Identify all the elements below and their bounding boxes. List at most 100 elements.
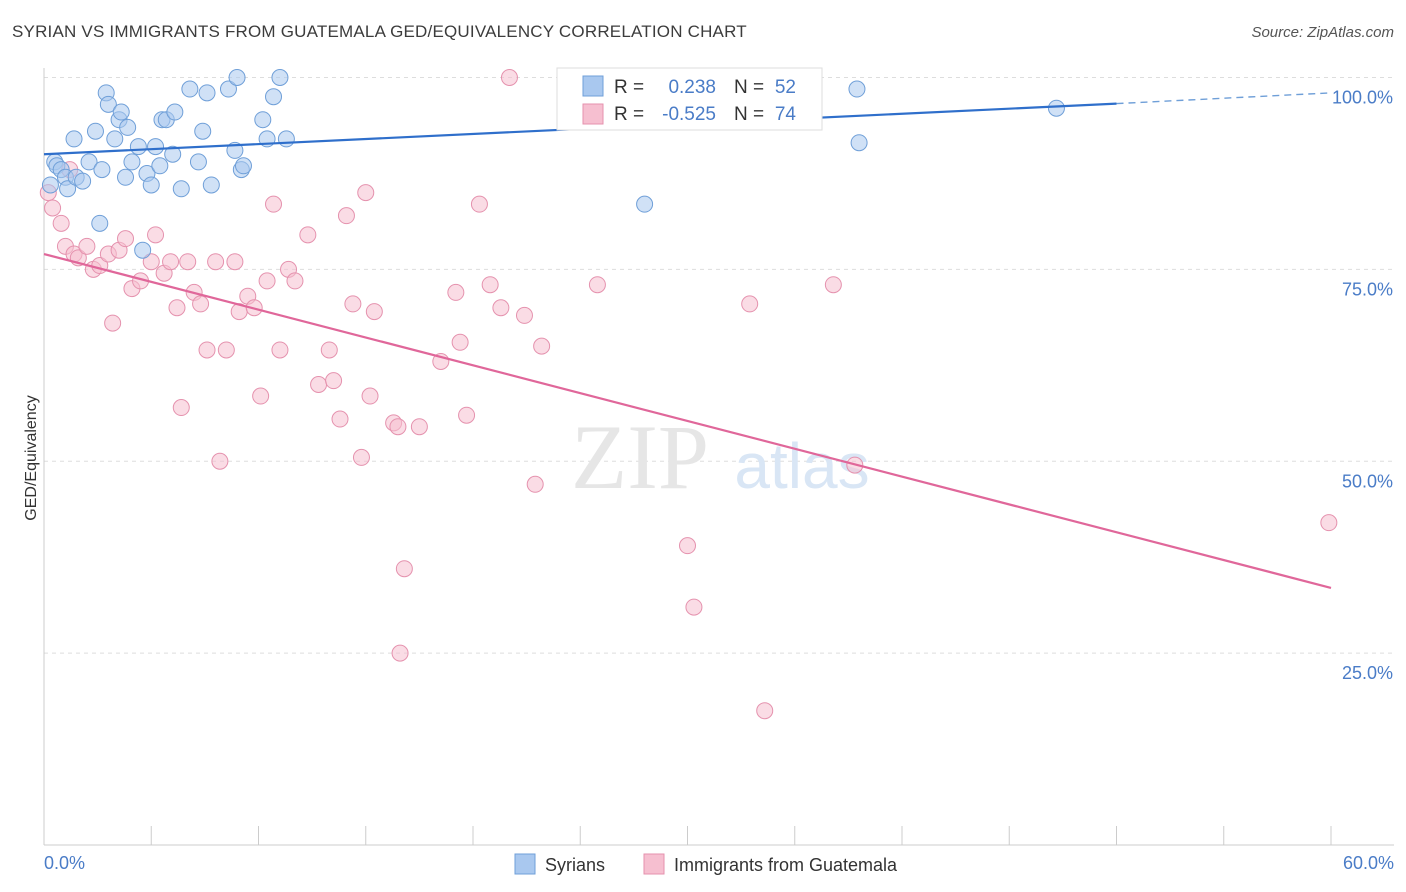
- syrian-point: [234, 157, 252, 175]
- guatemala-point: [52, 214, 70, 232]
- chart-source: Source: ZipAtlas.com: [1251, 24, 1394, 41]
- guatemala-point: [271, 341, 289, 359]
- syrian-point: [219, 80, 237, 98]
- syrian-point: [181, 80, 199, 98]
- guatemala-point: [217, 341, 235, 359]
- x-axis-ticks: [43, 826, 1332, 845]
- guatemala-point: [44, 199, 62, 217]
- stats-n-value-guatemala: 74: [775, 104, 797, 125]
- syrian-trend-extension: [1116, 92, 1332, 105]
- guatemala-point: [172, 399, 190, 417]
- syrian-point: [202, 176, 220, 194]
- guatemala-point: [207, 253, 225, 271]
- syrian-point: [194, 122, 212, 140]
- stats-n-value-syrians: 52: [775, 77, 796, 98]
- syrian-point: [271, 69, 289, 86]
- guatemala-point: [331, 410, 349, 428]
- y-tick-label-2: 50.0%: [1342, 471, 1393, 491]
- guatemala-point: [365, 303, 383, 321]
- y-tick-label-1: 75.0%: [1342, 279, 1393, 299]
- guatemala-point: [258, 272, 276, 290]
- guatemala-point: [391, 644, 409, 662]
- syrian-point: [142, 176, 160, 194]
- syrian-point: [86, 122, 104, 140]
- guatemala-point: [337, 207, 355, 225]
- guatemala-point: [286, 272, 304, 290]
- chart-title: SYRIAN VS IMMIGRANTS FROM GUATEMALA GED/…: [12, 22, 747, 41]
- guatemala-point: [78, 237, 96, 255]
- syrian-point: [119, 118, 137, 136]
- syrian-point: [277, 130, 295, 148]
- guatemala-point: [325, 372, 343, 390]
- y-tick-label-3: 25.0%: [1342, 663, 1393, 683]
- syrian-point: [112, 103, 130, 121]
- guatemala-point: [395, 560, 413, 578]
- guatemala-trend-line: [43, 252, 1332, 589]
- syrian-point: [147, 138, 165, 156]
- legend-label-guatemala: Immigrants from Guatemala: [674, 855, 898, 875]
- syrian-point: [123, 153, 141, 171]
- syrian-point: [265, 88, 283, 106]
- guatemala-point: [265, 195, 283, 213]
- guatemala-point: [410, 418, 428, 436]
- syrian-point: [636, 195, 654, 213]
- syrian-point: [850, 134, 868, 152]
- guatemala-point: [179, 253, 197, 271]
- syrian-point: [1047, 99, 1065, 117]
- syrian-point: [172, 180, 190, 198]
- syrian-point: [74, 172, 92, 190]
- legend-swatch-syrians: [514, 853, 536, 875]
- syrian-point: [166, 103, 184, 121]
- guatemala-point: [481, 276, 499, 294]
- guatemala-point: [252, 387, 270, 405]
- y-axis-title: GED/Equivalency: [23, 395, 40, 520]
- guatemala-point: [492, 299, 510, 317]
- syrian-point: [134, 241, 152, 259]
- stats-swatch-syrians: [582, 75, 604, 97]
- legend-label-syrians: Syrians: [545, 855, 605, 875]
- guatemala-point: [447, 283, 465, 301]
- guatemala-point: [352, 448, 370, 466]
- y-tick-label-0: 100.0%: [1332, 88, 1393, 108]
- x-tick-label-max: 60.0%: [1343, 853, 1394, 873]
- guatemala-point: [1320, 514, 1338, 532]
- syrian-point: [164, 145, 182, 163]
- syrian-point: [93, 161, 111, 179]
- syrian-points: [41, 69, 1065, 259]
- guatemala-point: [451, 333, 469, 351]
- syrian-point: [129, 138, 147, 156]
- guatemala-point: [741, 295, 759, 313]
- guatemala-point: [147, 226, 165, 244]
- guatemala-point: [211, 452, 229, 470]
- stats-n-label-guatemala: N =: [734, 104, 764, 125]
- guatemala-point: [117, 230, 135, 248]
- syrian-point: [91, 214, 109, 232]
- guatemala-point: [515, 306, 533, 324]
- syrian-point: [189, 153, 207, 171]
- guatemala-point: [470, 195, 488, 213]
- guatemala-point: [679, 537, 696, 555]
- stats-r-value-syrians: 0.238: [668, 77, 716, 98]
- guatemala-point: [299, 226, 317, 244]
- guatemala-point: [588, 276, 606, 294]
- syrian-point: [59, 180, 77, 198]
- x-tick-label-min: 0.0%: [44, 853, 85, 873]
- guatemala-point: [344, 295, 362, 313]
- guatemala-point: [357, 184, 375, 202]
- stats-r-label-guatemala: R =: [614, 104, 644, 125]
- guatemala-point: [168, 299, 186, 317]
- guatemala-point: [458, 406, 476, 424]
- syrian-point: [848, 80, 866, 98]
- syrian-point: [254, 111, 272, 129]
- guatemala-point: [198, 341, 216, 359]
- guatemala-point: [104, 314, 122, 332]
- y-tick-labels: 100.0% 75.0% 50.0% 25.0%: [1332, 88, 1393, 684]
- stats-r-label-syrians: R =: [614, 77, 644, 98]
- guatemala-point: [824, 276, 842, 294]
- watermark-zip: ZIP: [571, 406, 709, 508]
- guatemala-point: [526, 475, 544, 493]
- guatemala-point: [756, 702, 774, 720]
- guatemala-point: [310, 376, 328, 393]
- syrian-point: [41, 176, 59, 194]
